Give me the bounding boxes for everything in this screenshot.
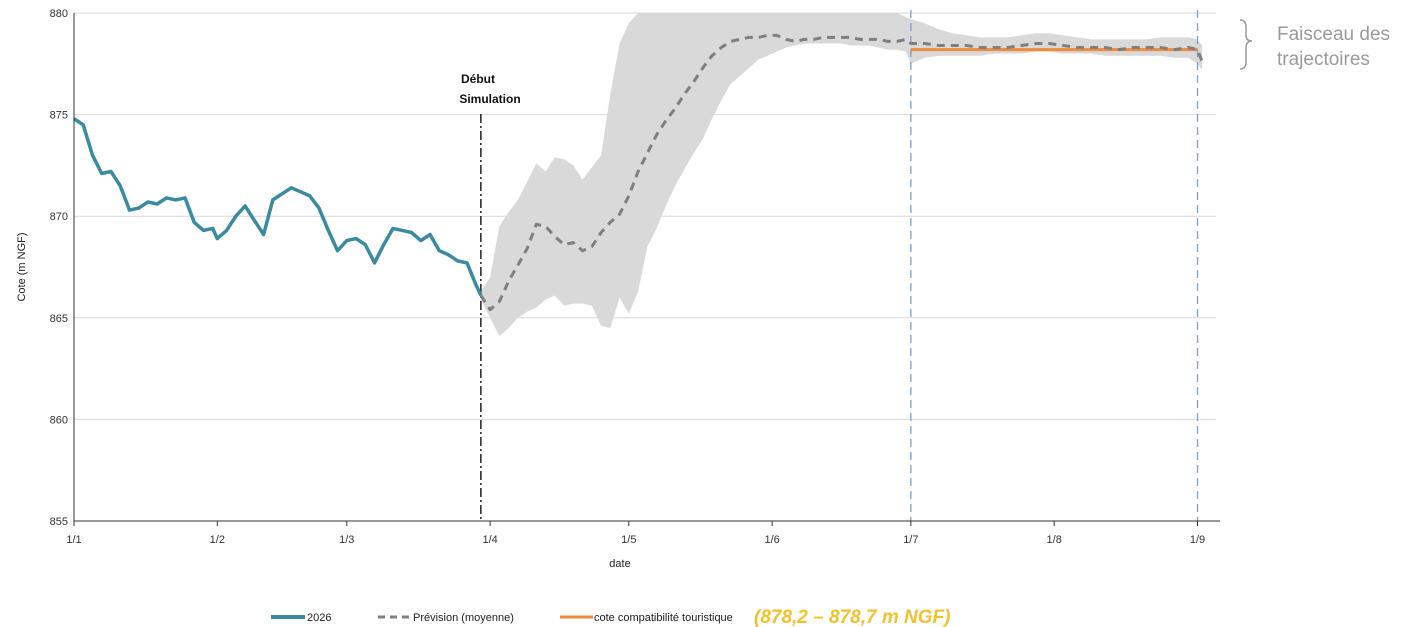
- reference-lines: [480, 10, 1199, 521]
- series-2026-line: [73, 117, 483, 297]
- x-tick-label-1-2: 1/2: [210, 534, 225, 546]
- axes: [73, 13, 1220, 526]
- start-simulation-label-line2: Simulation: [459, 92, 520, 106]
- trajectory-band: [480, 13, 1203, 337]
- bundle-label: Faisceau des trajectoires: [1277, 24, 1390, 70]
- series-forecast-line: [479, 33, 1204, 312]
- tick-labels: 855 860 865 870 875 880 1/1 1/2 1/3 1/4 1/5 1/6 1/7 1…: [50, 8, 1206, 546]
- legend-forecast-label: Prévision (moyenne): [413, 612, 514, 624]
- x-tick-label-1-5: 1/5: [621, 534, 636, 546]
- x-tick-label-1-4: 1/4: [482, 534, 497, 546]
- y-tick-label-875: 875: [50, 110, 68, 122]
- target-range-note: (878,2 – 878,7 m NGF): [754, 607, 950, 627]
- bundle-brace-icon: [1239, 19, 1253, 70]
- y-tick-label-865: 865: [50, 313, 68, 325]
- x-tick-label-1-8: 1/8: [1047, 534, 1062, 546]
- x-axis-title: date: [609, 558, 630, 570]
- y-tick-label-870: 870: [50, 211, 68, 223]
- x-tick-label-1-6: 1/6: [764, 534, 779, 546]
- y-axis-title: Cote (m NGF): [16, 232, 28, 301]
- legend-2026-label: 2026: [307, 612, 331, 624]
- x-tick-label-1-3: 1/3: [339, 534, 354, 546]
- y-tick-label-855: 855: [50, 516, 68, 528]
- x-tick-label-1-9: 1/9: [1190, 534, 1205, 546]
- x-tick-label-1-7: 1/7: [903, 534, 918, 546]
- legend: 2026 Prévision (moyenne) cote compatibil…: [271, 612, 733, 624]
- series-lines: [73, 33, 1204, 312]
- start-simulation-label-line1: Début: [461, 72, 495, 86]
- y-tick-label-860: 860: [50, 414, 68, 426]
- y-tick-label-880: 880: [50, 8, 68, 20]
- trajectory-bundle: [480, 13, 1203, 337]
- x-tick-label-1-1: 1/1: [66, 534, 81, 546]
- legend-target-label: cote compatibilité touristique: [594, 612, 733, 624]
